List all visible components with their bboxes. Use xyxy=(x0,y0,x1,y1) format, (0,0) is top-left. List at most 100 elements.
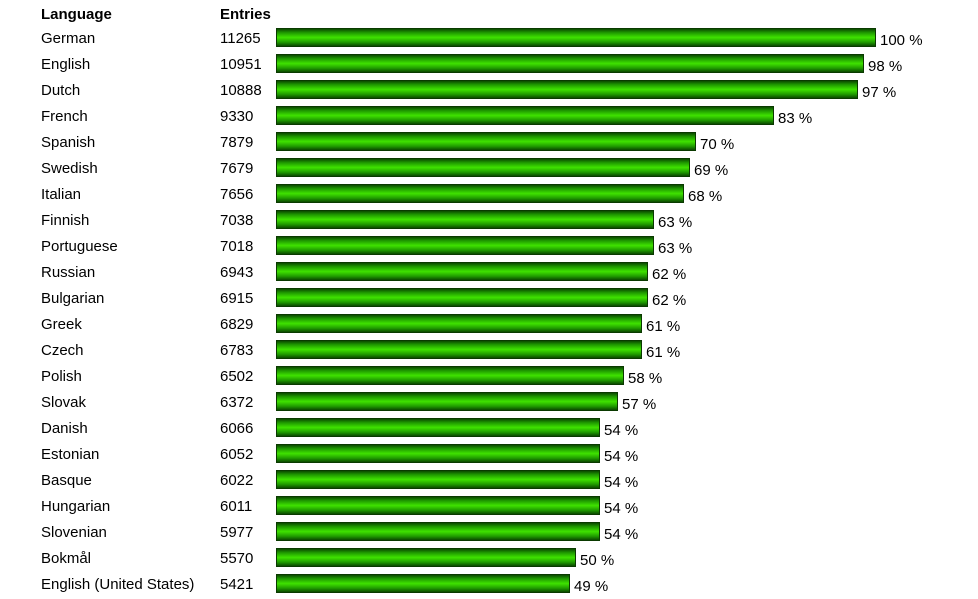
entries-value: 10951 xyxy=(220,56,262,73)
language-label: Czech xyxy=(41,342,84,359)
language-label: Bokmål xyxy=(41,550,92,567)
language-label: Hungarian xyxy=(41,498,111,515)
percent-label: 49 % xyxy=(574,578,609,595)
language-label: Swedish xyxy=(41,160,98,177)
percent-label: 61 % xyxy=(646,318,681,335)
percent-label: 62 % xyxy=(652,292,687,309)
bar xyxy=(276,132,696,151)
bar xyxy=(276,210,654,229)
chart-row: Hungarian 6011 54 % xyxy=(0,495,978,521)
entries-value: 5570 xyxy=(220,550,254,567)
entries-value: 7679 xyxy=(220,160,254,177)
chart-row: Greek 6829 61 % xyxy=(0,313,978,339)
bar xyxy=(276,236,654,255)
chart-row: German 11265 100 % xyxy=(0,27,978,53)
entries-value: 5421 xyxy=(220,576,254,593)
entries-value: 6915 xyxy=(220,290,254,307)
chart-row: Estonian 6052 54 % xyxy=(0,443,978,469)
entries-value: 6783 xyxy=(220,342,254,359)
chart-row: Bulgarian 6915 62 % xyxy=(0,287,978,313)
language-label: English (United States) xyxy=(41,576,195,593)
percent-label: 50 % xyxy=(580,552,615,569)
bar xyxy=(276,470,600,489)
entries-value: 7879 xyxy=(220,134,254,151)
chart-row: Portuguese 7018 63 % xyxy=(0,235,978,261)
chart-row: Spanish 7879 70 % xyxy=(0,131,978,157)
language-label: French xyxy=(41,108,88,125)
chart-row: Bokmål 5570 50 % xyxy=(0,547,978,573)
language-label: Bulgarian xyxy=(41,290,105,307)
bar xyxy=(276,184,684,203)
percent-label: 100 % xyxy=(880,32,923,49)
percent-label: 83 % xyxy=(778,110,813,127)
language-label: English xyxy=(41,56,91,73)
chart-row: Finnish 7038 63 % xyxy=(0,209,978,235)
language-label: Portuguese xyxy=(41,238,118,255)
chart-row: Italian 7656 68 % xyxy=(0,183,978,209)
chart-row: Czech 6783 61 % xyxy=(0,339,978,365)
entries-value: 6011 xyxy=(220,498,253,515)
chart-row: Slovenian 5977 54 % xyxy=(0,521,978,547)
entries-value: 10888 xyxy=(220,82,262,99)
percent-label: 68 % xyxy=(688,188,723,205)
language-label: Basque xyxy=(41,472,92,489)
language-label: Greek xyxy=(41,316,82,333)
percent-label: 57 % xyxy=(622,396,657,413)
bar xyxy=(276,418,600,437)
bar xyxy=(276,444,600,463)
language-column-header: Language xyxy=(41,6,112,23)
language-label: Italian xyxy=(41,186,82,203)
language-label: Dutch xyxy=(41,82,81,99)
language-label: Estonian xyxy=(41,446,100,463)
bar xyxy=(276,288,648,307)
bar xyxy=(276,496,600,515)
language-label: Finnish xyxy=(41,212,90,229)
percent-label: 54 % xyxy=(604,422,639,439)
bar xyxy=(276,106,774,125)
chart-row: Basque 6022 54 % xyxy=(0,469,978,495)
chart-row: French 9330 83 % xyxy=(0,105,978,131)
percent-label: 54 % xyxy=(604,448,639,465)
language-label: Polish xyxy=(41,368,82,385)
language-label: Slovak xyxy=(41,394,87,411)
entries-value: 6372 xyxy=(220,394,254,411)
bar xyxy=(276,574,570,593)
percent-label: 58 % xyxy=(628,370,663,387)
percent-label: 98 % xyxy=(868,58,903,75)
percent-label: 54 % xyxy=(604,526,639,543)
bar xyxy=(276,340,642,359)
entries-value: 6943 xyxy=(220,264,254,281)
entries-value: 7656 xyxy=(220,186,254,203)
percent-label: 54 % xyxy=(604,500,639,517)
bar xyxy=(276,80,858,99)
entries-value: 9330 xyxy=(220,108,254,125)
chart-row: Polish 6502 58 % xyxy=(0,365,978,391)
entries-value: 7038 xyxy=(220,212,254,229)
bar xyxy=(276,54,864,73)
entries-value: 6829 xyxy=(220,316,254,333)
entries-value: 6052 xyxy=(220,446,254,463)
entries-value: 11265 xyxy=(220,30,261,47)
language-label: Danish xyxy=(41,420,88,437)
language-label: Spanish xyxy=(41,134,96,151)
entries-value: 5977 xyxy=(220,524,254,541)
bar xyxy=(276,158,690,177)
chart-row: English (United States) 5421 49 % xyxy=(0,573,978,599)
bar xyxy=(276,548,576,567)
percent-label: 63 % xyxy=(658,240,693,257)
chart-row: Russian 6943 62 % xyxy=(0,261,978,287)
chart-row: Dutch 10888 97 % xyxy=(0,79,978,105)
percent-label: 70 % xyxy=(700,136,735,153)
percent-label: 63 % xyxy=(658,214,693,231)
bar xyxy=(276,314,642,333)
percent-label: 62 % xyxy=(652,266,687,283)
language-label: Slovenian xyxy=(41,524,107,541)
entries-value: 6502 xyxy=(220,368,254,385)
chart-row: Slovak 6372 57 % xyxy=(0,391,978,417)
percent-label: 61 % xyxy=(646,344,681,361)
percent-label: 97 % xyxy=(862,84,897,101)
bar xyxy=(276,28,876,47)
entries-column-header: Entries xyxy=(220,6,271,23)
entries-value: 6066 xyxy=(220,420,254,437)
